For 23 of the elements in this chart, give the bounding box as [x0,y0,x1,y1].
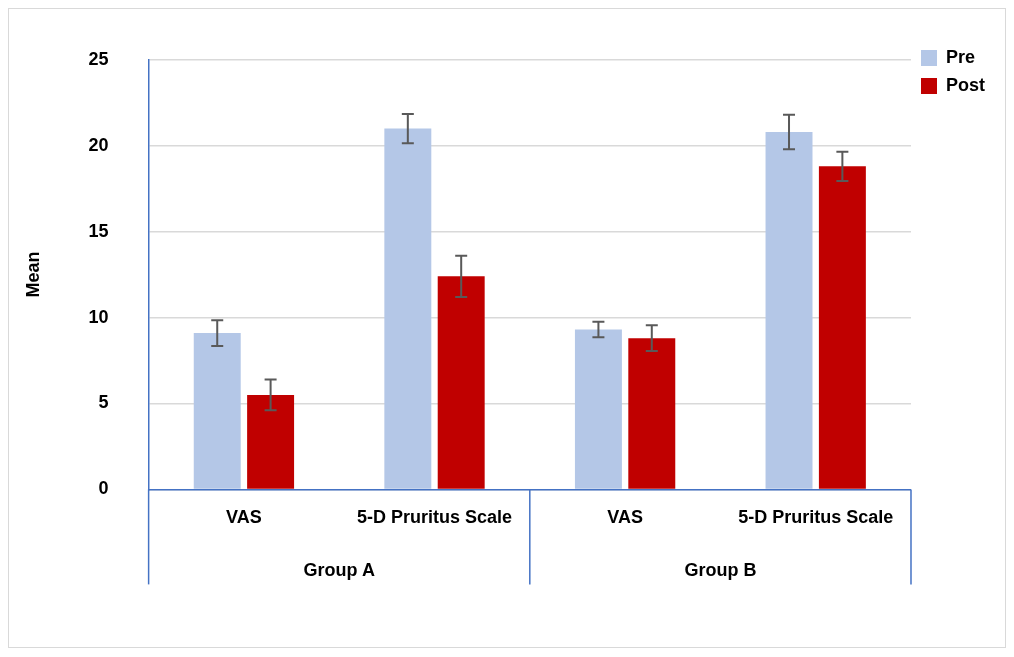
legend-label: Pre [945,46,976,67]
y-tick-label: 20 [88,134,109,155]
bar [818,166,866,489]
y-tick-label: 25 [88,48,109,69]
x-tick-label: VAS [607,507,643,528]
bar [765,131,813,489]
y-tick-label: 10 [88,306,109,327]
x-tick-label: VAS [226,507,262,528]
y-tick-label: 15 [88,220,109,241]
y-axis-title: Mean [22,251,43,298]
x-tick-label: 5-D Pruritus Scale [738,507,894,528]
bar [384,128,432,489]
legend-label: Post [945,74,986,95]
y-tick-label: 5 [98,392,109,413]
bar [437,276,485,489]
bar [628,338,676,489]
text: Group A [303,560,375,581]
x-tick-label: 5-D Pruritus Scale [356,507,513,528]
text: Group B [684,560,757,581]
bar [247,394,295,489]
bar [574,329,622,489]
bar [193,333,241,489]
y-tick-label: 0 [98,478,109,499]
